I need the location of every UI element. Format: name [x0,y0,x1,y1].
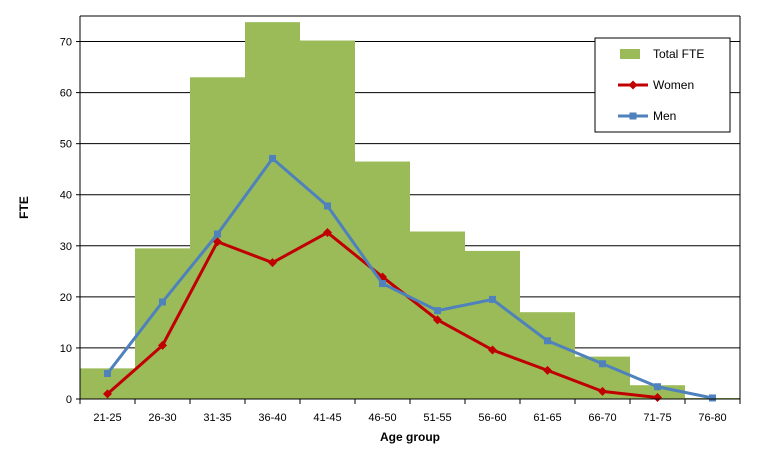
bar-series [80,22,740,400]
legend-label-total: Total FTE [653,47,704,61]
legend-item-women: Women [618,78,694,92]
y-tick-label-0: 0 [66,394,72,406]
x-tick-label-26-30: 26-30 [148,412,176,424]
x-tick-label-61-65: 61-65 [533,412,561,424]
point-men-61-65 [544,337,551,345]
y-tick-label-10: 10 [60,343,72,355]
x-tick-label-31-35: 31-35 [203,412,231,424]
point-women-41-45 [323,228,332,238]
point-men-56-60 [489,295,496,303]
point-men-76-80 [709,394,716,402]
point-women-36-40 [268,258,277,268]
bar-56-60 [465,250,520,399]
legend-item-total: Total FTE [620,47,704,61]
bar-26-30 [135,248,190,399]
y-axis-title: FTE [17,196,31,219]
y-tick-label-60: 60 [60,88,72,100]
x-tick-label-71-75: 71-75 [643,412,671,424]
point-men-31-35 [214,230,221,238]
legend-label-men: Men [653,109,676,123]
line-series [103,154,716,402]
bar-36-40 [245,22,300,400]
y-tick-label-20: 20 [60,292,72,304]
x-tick-label-76-80: 76-80 [698,412,726,424]
point-men-66-70 [599,360,606,368]
x-tick-label-36-40: 36-40 [258,412,286,424]
y-tick-label-50: 50 [60,139,72,151]
x-tick-label-66-70: 66-70 [588,412,616,424]
legend: Total FTE Women Men [594,37,731,133]
point-women-71-75 [653,392,662,402]
point-women-21-25 [103,389,112,399]
point-women-31-35 [213,237,222,247]
legend-item-men: Men [618,109,676,123]
point-women-66-70 [598,386,607,396]
x-tick-label-56-60: 56-60 [478,412,506,424]
point-men-51-55 [434,307,441,315]
legend-box [594,37,731,133]
point-men-46-50 [379,280,386,288]
x-tick-label-46-50: 46-50 [368,412,396,424]
point-men-71-75 [654,383,661,391]
point-men-21-25 [104,369,111,377]
legend-marker-men [629,112,637,120]
legend-label-women: Women [653,78,694,92]
point-women-56-60 [488,345,497,355]
x-tick-label-51-55: 51-55 [423,412,451,424]
point-women-61-65 [543,365,552,375]
line-men [106,156,713,400]
point-men-26-30 [159,298,166,306]
point-men-41-45 [324,202,331,210]
point-women-26-30 [158,340,167,350]
point-women-51-55 [433,315,442,325]
y-tick-label-40: 40 [60,190,72,202]
y-tick-label-70: 70 [60,37,72,49]
x-tick-label-21-25: 21-25 [93,412,121,424]
legend-swatch-total [620,49,640,59]
legend-marker-women [628,80,638,90]
bar-51-55 [410,231,465,399]
y-tick-label-30: 30 [60,241,72,253]
bar-41-45 [300,40,355,400]
point-men-36-40 [269,154,276,162]
x-axis-title: Age group [380,430,440,444]
axes: 0 10 20 30 40 50 60 70 21-25 26-30 31-35 36-40 41-45… [60,15,741,424]
x-tick-label-41-45: 41-45 [313,412,341,424]
